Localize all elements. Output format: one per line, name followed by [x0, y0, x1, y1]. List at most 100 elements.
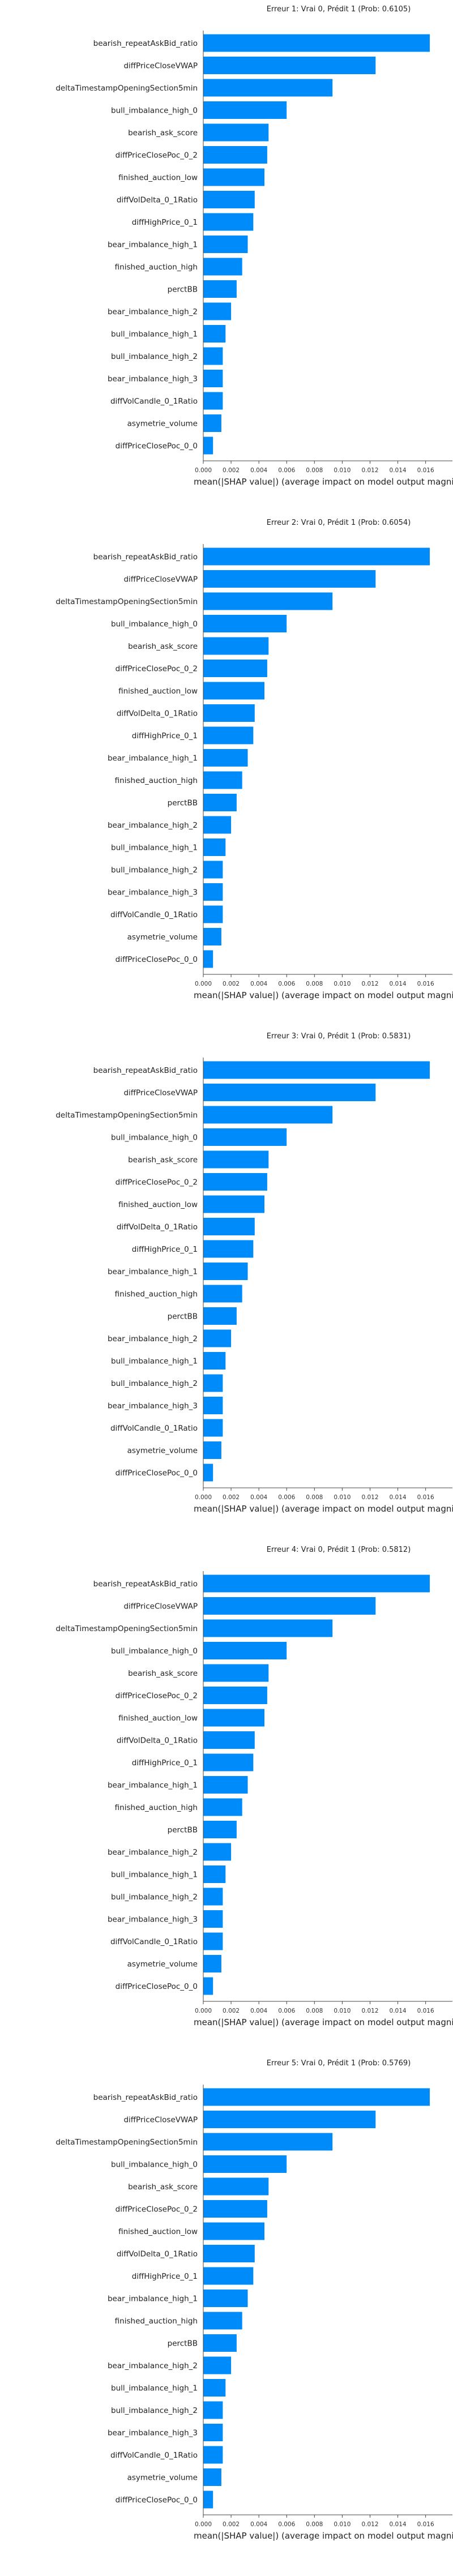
feature-label: bear_imbalance_high_3	[108, 375, 198, 384]
bar-diffPriceCloseVWAP	[203, 2111, 376, 2128]
bar-diffVolCandle_0_1Ratio	[203, 905, 223, 923]
feature-label: diffVolCandle_0_1Ratio	[110, 2451, 198, 2460]
bar-bearish_ask_score	[203, 2177, 269, 2196]
bar-diffPriceClosePoc_0_2	[203, 146, 267, 164]
feature-label: bull_imbalance_high_2	[111, 866, 198, 875]
x-tick-label: 0.002	[223, 2008, 240, 2014]
bar-bull_imbalance_high_2	[203, 1374, 223, 1392]
feature-label: diffPriceCloseVWAP	[123, 62, 198, 71]
feature-label: asymetrie_volume	[127, 933, 198, 942]
feature-label: bull_imbalance_high_2	[111, 1893, 198, 1902]
x-tick-label: 0.012	[361, 1494, 378, 1501]
x-axis-label: mean(|SHAP value|) (average impact on mo…	[194, 990, 453, 1000]
x-tick-label: 0.008	[306, 2521, 323, 2528]
feature-label: diffPriceCloseVWAP	[123, 575, 198, 584]
chart-title: Erreur 1: Vrai 0, Prédit 1 (Prob: 0.6105…	[267, 5, 411, 14]
feature-label: bearish_repeatAskBid_ratio	[93, 39, 198, 48]
feature-label: diffVolDelta_0_1Ratio	[117, 1736, 198, 1745]
feature-label: bear_imbalance_high_1	[108, 754, 198, 763]
x-tick-label: 0.016	[417, 981, 434, 987]
bar-diffVolDelta_0_1Ratio	[203, 191, 255, 208]
x-tick-label: 0.014	[390, 2008, 407, 2014]
bar-finished_auction_high	[203, 258, 242, 276]
feature-label: bull_imbalance_high_1	[111, 844, 198, 853]
feature-label: deltaTimestampOpeningSection5min	[55, 597, 198, 606]
x-tick-label: 0.006	[278, 2521, 295, 2528]
bar-deltaTimestampOpeningSection5min	[203, 1106, 333, 1124]
feature-label: diffPriceClosePoc_0_2	[116, 1692, 198, 1701]
bar-bull_imbalance_high_2	[203, 861, 223, 879]
feature-label: bear_imbalance_high_2	[108, 1334, 198, 1343]
bar-asymetrie_volume	[203, 414, 221, 432]
feature-label: perctBB	[168, 2339, 198, 2348]
x-tick-label: 0.006	[278, 2008, 295, 2014]
feature-label: bear_imbalance_high_2	[108, 1848, 198, 1857]
feature-label: perctBB	[168, 285, 198, 294]
chart-title: Erreur 3: Vrai 0, Prédit 1 (Prob: 0.5831…	[267, 1032, 411, 1041]
bar-bearish_ask_score	[203, 123, 269, 142]
bar-bearish_repeatAskBid_ratio	[203, 1574, 430, 1593]
x-tick-label: 0.000	[195, 467, 212, 474]
bar-diffPriceClosePoc_0_0	[203, 1464, 213, 1482]
feature-label: diffPriceClosePoc_0_0	[116, 442, 198, 451]
bar-asymetrie_volume	[203, 1441, 221, 1459]
bar-diffHighPrice_0_1	[203, 1753, 254, 1771]
x-tick-label: 0.006	[278, 467, 295, 474]
bar-perctBB	[203, 1821, 237, 1838]
chart-title: Erreur 2: Vrai 0, Prédit 1 (Prob: 0.6054…	[267, 519, 411, 527]
bar-diffVolCandle_0_1Ratio	[203, 392, 223, 410]
bar-diffPriceClosePoc_0_2	[203, 2200, 267, 2218]
feature-label: finished_auction_low	[118, 2227, 198, 2236]
feature-label: bear_imbalance_high_3	[108, 1915, 198, 1924]
feature-label: bearish_ask_score	[128, 129, 198, 138]
bar-diffHighPrice_0_1	[203, 213, 254, 231]
bar-diffPriceClosePoc_0_2	[203, 1173, 267, 1191]
x-tick-label: 0.008	[306, 981, 323, 987]
bar-diffHighPrice_0_1	[203, 2267, 254, 2285]
feature-label: bear_imbalance_high_1	[108, 2295, 198, 2304]
feature-label: diffPriceClosePoc_0_0	[116, 1469, 198, 1478]
feature-label: asymetrie_volume	[127, 420, 198, 429]
bar-deltaTimestampOpeningSection5min	[203, 592, 333, 610]
x-tick-label: 0.004	[250, 2521, 267, 2528]
bar-asymetrie_volume	[203, 928, 221, 945]
shap-chart-2: Erreur 2: Vrai 0, Prédit 1 (Prob: 0.6054…	[55, 519, 453, 1000]
feature-label: bull_imbalance_high_1	[111, 1357, 198, 1366]
feature-label: bearish_repeatAskBid_ratio	[93, 1066, 198, 1075]
feature-label: diffHighPrice_0_1	[132, 218, 198, 227]
x-tick-label: 0.006	[278, 981, 295, 987]
bar-diffPriceClosePoc_0_2	[203, 660, 267, 677]
bar-perctBB	[203, 2334, 237, 2352]
feature-label: diffPriceClosePoc_0_0	[116, 2496, 198, 2505]
feature-label: bear_imbalance_high_3	[108, 2429, 198, 2438]
feature-label: bear_imbalance_high_2	[108, 2361, 198, 2370]
x-tick-label: 0.004	[250, 467, 267, 474]
feature-label: bull_imbalance_high_2	[111, 1379, 198, 1388]
bar-asymetrie_volume	[203, 1955, 221, 1972]
bar-bear_imbalance_high_1	[203, 2290, 248, 2307]
bar-diffVolDelta_0_1Ratio	[203, 1731, 255, 1749]
x-tick-label: 0.000	[195, 981, 212, 987]
bar-finished_auction_high	[203, 1285, 242, 1303]
x-tick-label: 0.000	[195, 2008, 212, 2014]
feature-label: finished_auction_low	[118, 173, 198, 182]
x-tick-label: 0.008	[306, 467, 323, 474]
feature-label: finished_auction_low	[118, 1200, 198, 1209]
bar-bear_imbalance_high_3	[203, 1397, 223, 1414]
x-tick-label: 0.012	[361, 2521, 378, 2528]
bar-bear_imbalance_high_2	[203, 2356, 232, 2374]
feature-label: diffHighPrice_0_1	[132, 1245, 198, 1254]
x-tick-label: 0.004	[250, 1494, 267, 1501]
feature-label: bearish_repeatAskBid_ratio	[93, 1580, 198, 1589]
feature-label: bear_imbalance_high_2	[108, 307, 198, 316]
bar-diffPriceClosePoc_0_2	[203, 1687, 267, 1704]
bar-bearish_repeatAskBid_ratio	[203, 1061, 430, 1079]
feature-label: diffPriceCloseVWAP	[123, 1602, 198, 1611]
bar-bear_imbalance_high_2	[203, 1843, 232, 1861]
bar-diffPriceCloseVWAP	[203, 570, 376, 588]
feature-label: bear_imbalance_high_1	[108, 1781, 198, 1790]
bar-bear_imbalance_high_1	[203, 1263, 248, 1280]
bar-finished_auction_low	[203, 2222, 264, 2240]
feature-label: bear_imbalance_high_3	[108, 1402, 198, 1411]
